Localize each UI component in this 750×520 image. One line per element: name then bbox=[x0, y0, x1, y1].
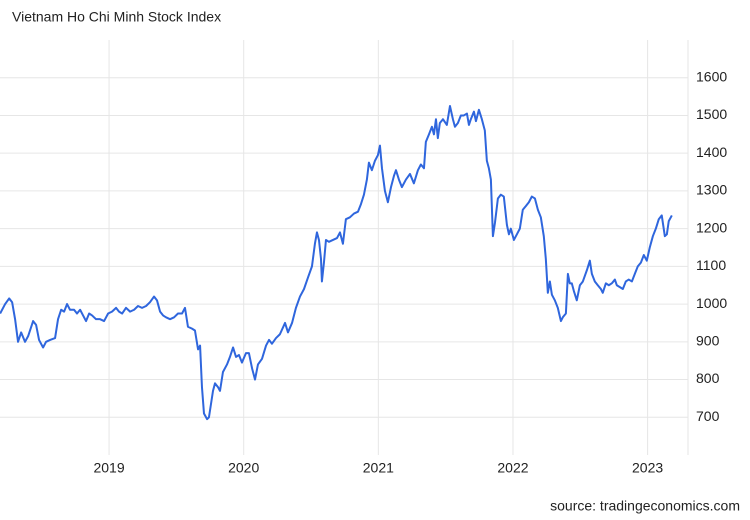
chart-title: Vietnam Ho Chi Minh Stock Index bbox=[12, 9, 221, 25]
y-tick-label: 1400 bbox=[696, 144, 727, 160]
y-tick-label: 1300 bbox=[696, 182, 727, 198]
x-tick-label: 2020 bbox=[228, 460, 259, 476]
y-tick-label: 1000 bbox=[696, 295, 727, 311]
y-tick-label: 1600 bbox=[696, 68, 727, 84]
x-tick-label: 2021 bbox=[363, 460, 394, 476]
source-note: source: tradingeconomics.com bbox=[550, 498, 740, 514]
x-tick-label: 2022 bbox=[497, 460, 528, 476]
series-line bbox=[0, 105, 673, 421]
y-tick-label: 1500 bbox=[696, 106, 727, 122]
y-tick-label: 1100 bbox=[696, 257, 726, 273]
y-tick-label: 900 bbox=[696, 333, 720, 349]
y-tick-label: 700 bbox=[696, 408, 720, 424]
y-tick-label: 800 bbox=[696, 370, 720, 386]
x-tick-label: 2023 bbox=[632, 460, 663, 476]
x-tick-label: 2019 bbox=[93, 460, 124, 476]
y-tick-label: 1200 bbox=[696, 219, 727, 235]
